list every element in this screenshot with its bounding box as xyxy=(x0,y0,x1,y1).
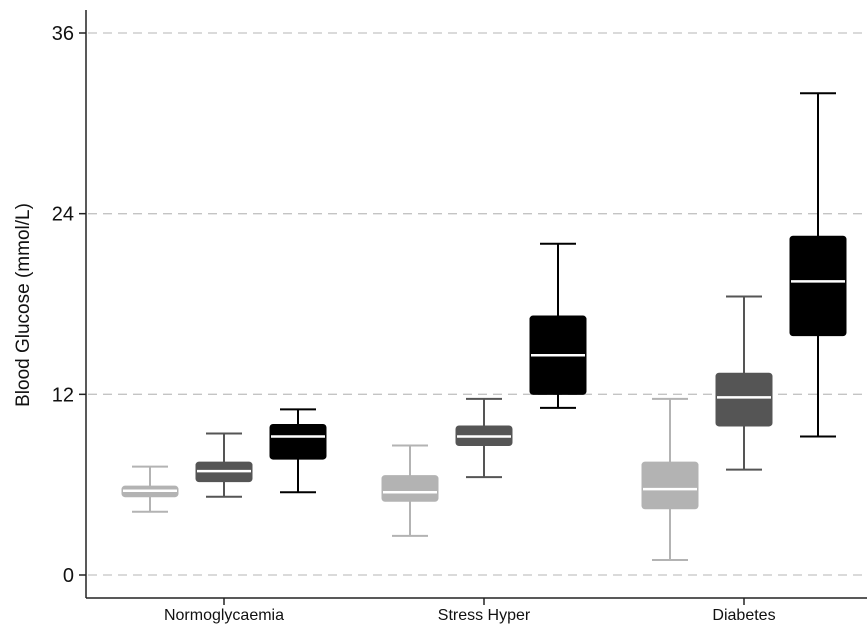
x-category-label: Diabetes xyxy=(712,607,775,624)
x-category-label: Normoglycaemia xyxy=(164,607,284,624)
box-iqr xyxy=(269,423,327,460)
box-diabetes-series-1 xyxy=(641,397,699,561)
box-iqr xyxy=(715,372,773,427)
x-category-labels: Normoglycaemia Stress Hyper Diabetes xyxy=(164,598,776,624)
box-diabetes-series-2 xyxy=(715,295,773,471)
y-tick-label: 36 xyxy=(52,23,74,45)
y-ticks: 0 12 24 36 xyxy=(52,23,86,587)
axes xyxy=(85,10,867,599)
x-category-label: Stress Hyper xyxy=(438,607,531,624)
y-axis-label: Blood Glucose (mmol/L) xyxy=(13,203,34,407)
box-stress-hyper-series-1 xyxy=(381,444,439,537)
gridlines xyxy=(88,32,867,576)
y-tick-label: 24 xyxy=(52,204,74,226)
box-iqr xyxy=(641,461,699,510)
box-iqr xyxy=(381,475,439,502)
box-normoglycaemia-series-2 xyxy=(195,432,253,498)
y-tick-label: 0 xyxy=(63,565,74,587)
box-stress-hyper-series-3 xyxy=(529,242,587,409)
box-iqr xyxy=(789,235,847,337)
box-diabetes-series-3 xyxy=(789,92,847,438)
boxes xyxy=(121,92,847,561)
box-normoglycaemia-series-1 xyxy=(121,465,179,513)
y-tick-label: 12 xyxy=(52,384,74,406)
box-normoglycaemia-series-3 xyxy=(269,408,327,494)
box-stress-hyper-series-2 xyxy=(455,397,513,479)
